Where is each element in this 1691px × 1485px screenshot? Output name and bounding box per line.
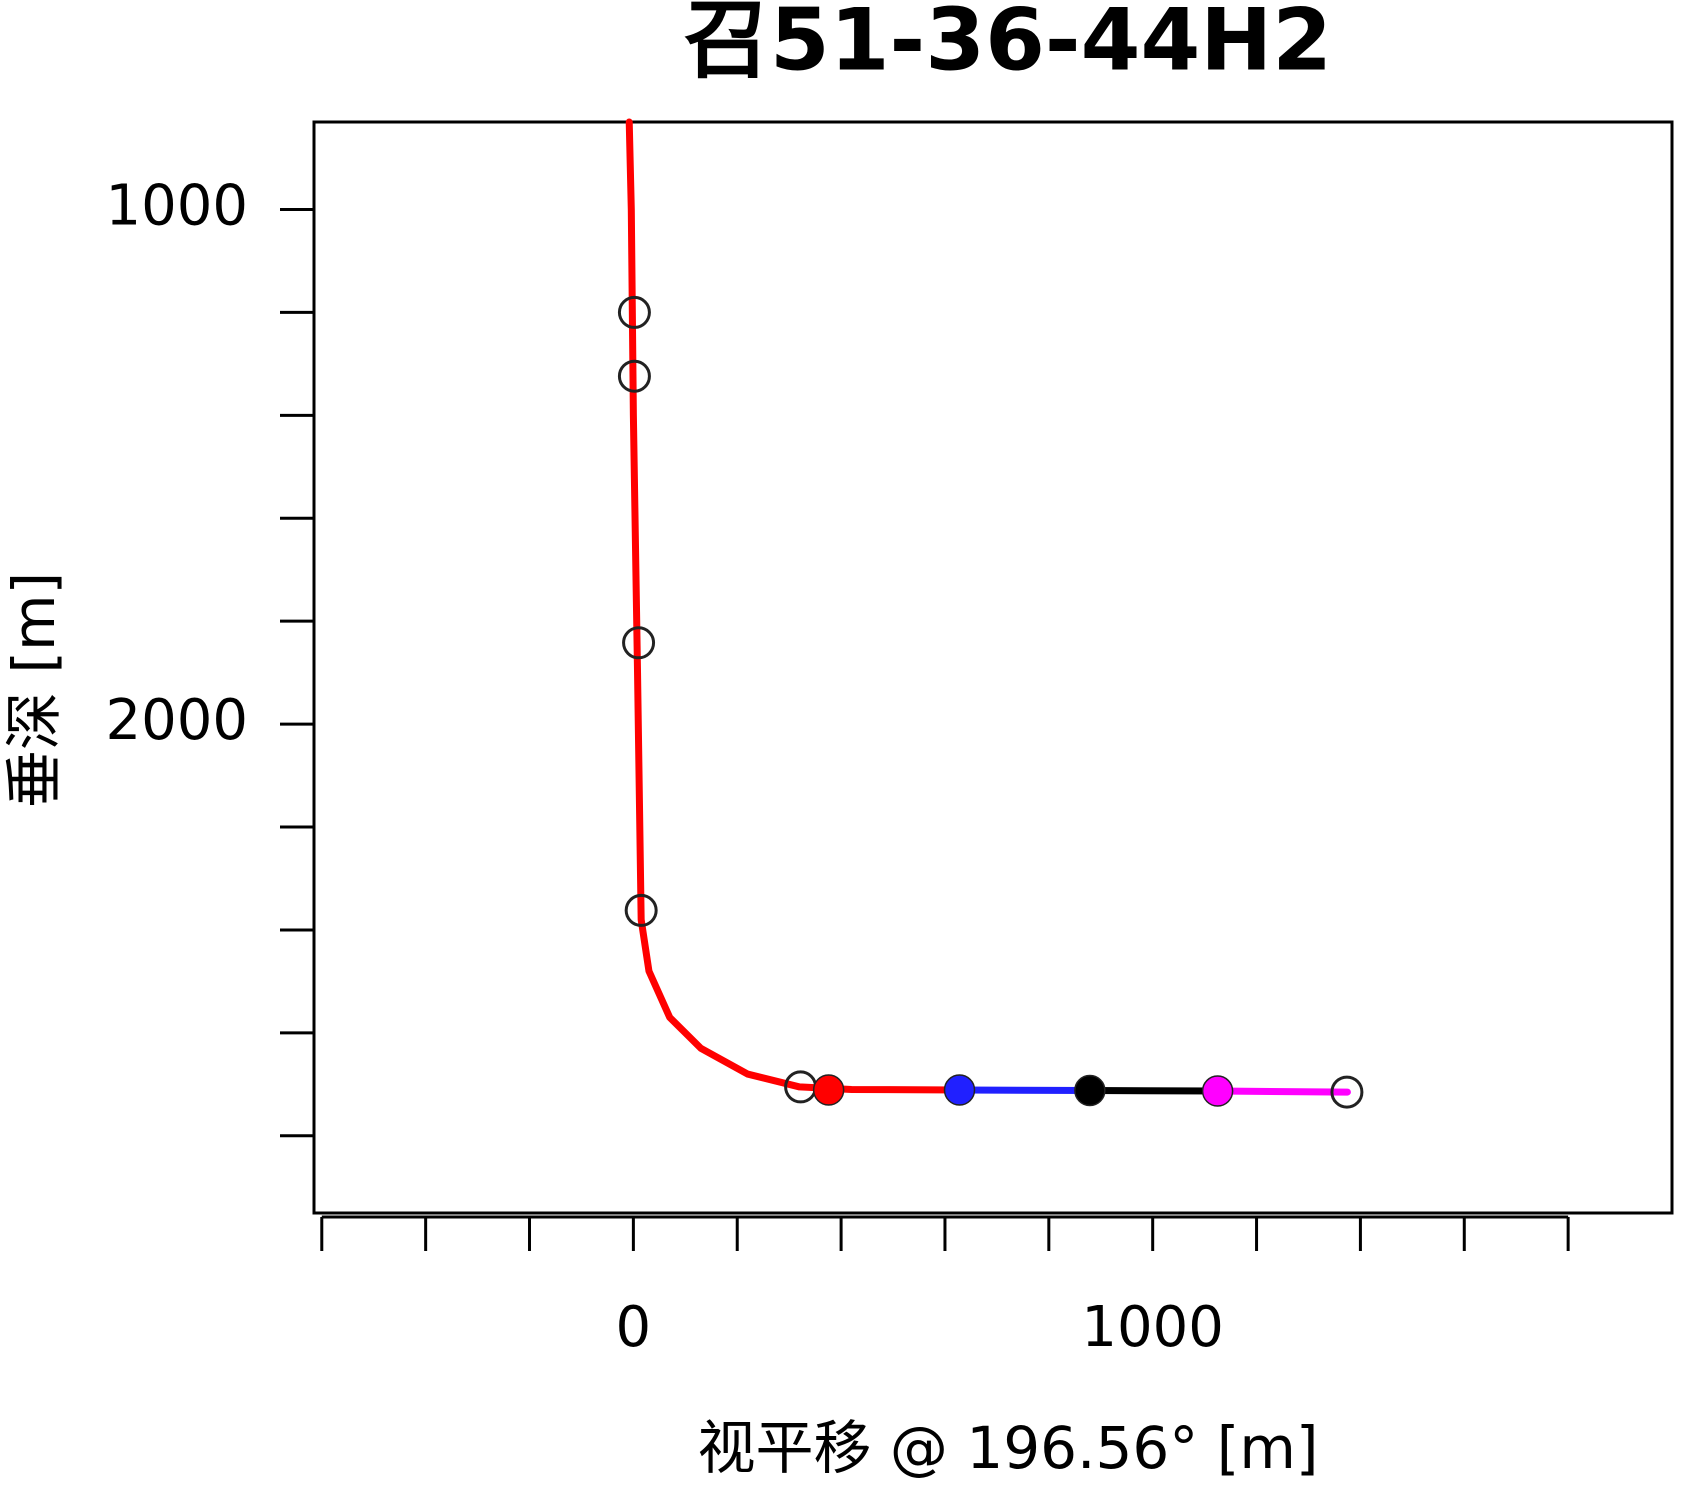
trajectory-line [625,118,965,1094]
marker [1201,1075,1234,1107]
x-axis-label: 视平移 @ 196.56° [m] [697,1414,1318,1482]
marker [622,626,656,660]
marker [617,295,651,329]
marker [624,893,658,927]
marker [1330,1075,1364,1109]
plot-frame [312,120,1674,1215]
marker [812,1074,845,1106]
trajectory-line [1214,1087,1351,1096]
marker [617,359,651,393]
marker [1074,1074,1106,1107]
trajectory-line [1086,1087,1222,1095]
trajectory-line [957,1086,1094,1095]
y-tick-label: 1000 [105,174,248,239]
marker [943,1074,976,1106]
x-tick-label: 0 [616,1295,652,1360]
y-tick-label: 2000 [105,688,248,753]
y-axis-label: 垂深 [m] [0,572,68,808]
x-tick-label: 1000 [1081,1295,1224,1360]
chart-title: 召51-36-44H2 [684,0,1332,90]
